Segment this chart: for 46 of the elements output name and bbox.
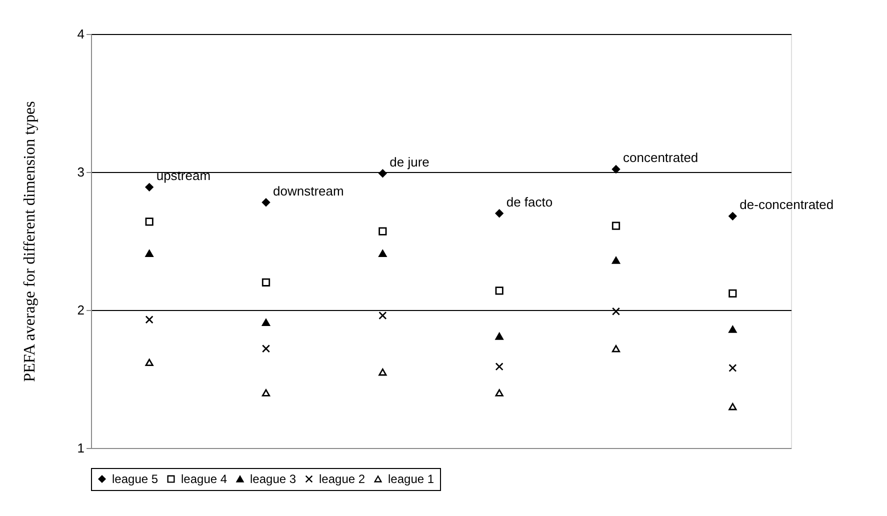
point bbox=[378, 311, 387, 320]
point bbox=[495, 362, 504, 371]
annotation: downstream bbox=[273, 183, 344, 198]
legend-label: league 4 bbox=[181, 472, 228, 486]
y-tick-label: 1 bbox=[77, 440, 84, 456]
point bbox=[728, 364, 737, 372]
annotation: concentrated bbox=[623, 150, 698, 166]
point bbox=[378, 227, 387, 236]
annotation: de jure bbox=[390, 154, 430, 170]
y-tick-label: 2 bbox=[77, 302, 84, 318]
point bbox=[495, 389, 504, 396]
point bbox=[145, 183, 154, 192]
point bbox=[262, 278, 270, 286]
point bbox=[262, 318, 270, 326]
point bbox=[262, 344, 270, 353]
point bbox=[495, 209, 504, 218]
point bbox=[145, 358, 154, 366]
annotation: de facto bbox=[506, 194, 553, 210]
legend-label: league 5 bbox=[112, 472, 158, 486]
legend-label: league 3 bbox=[250, 472, 296, 486]
point bbox=[612, 222, 620, 230]
point bbox=[145, 250, 154, 258]
point bbox=[145, 316, 154, 324]
point bbox=[612, 307, 620, 316]
legend-label: league 1 bbox=[388, 472, 434, 486]
point bbox=[262, 198, 270, 206]
annotation: de-concentrated bbox=[740, 197, 834, 212]
point bbox=[612, 165, 620, 174]
point bbox=[145, 218, 154, 226]
point bbox=[612, 256, 620, 264]
point bbox=[378, 169, 387, 178]
y-tick-label: 4 bbox=[77, 26, 84, 42]
point bbox=[728, 289, 737, 298]
point bbox=[728, 326, 737, 333]
point bbox=[612, 345, 620, 352]
y-tick-label: 3 bbox=[77, 164, 84, 180]
point bbox=[378, 250, 387, 258]
point bbox=[495, 332, 504, 340]
annotation: upstream bbox=[156, 168, 211, 184]
legend-label: league 2 bbox=[319, 472, 366, 486]
point bbox=[378, 368, 387, 376]
point bbox=[495, 286, 504, 295]
point bbox=[262, 389, 270, 396]
point bbox=[728, 212, 737, 220]
point bbox=[728, 402, 737, 410]
y-axis-title: PEFA average for different dimension types bbox=[21, 101, 38, 382]
